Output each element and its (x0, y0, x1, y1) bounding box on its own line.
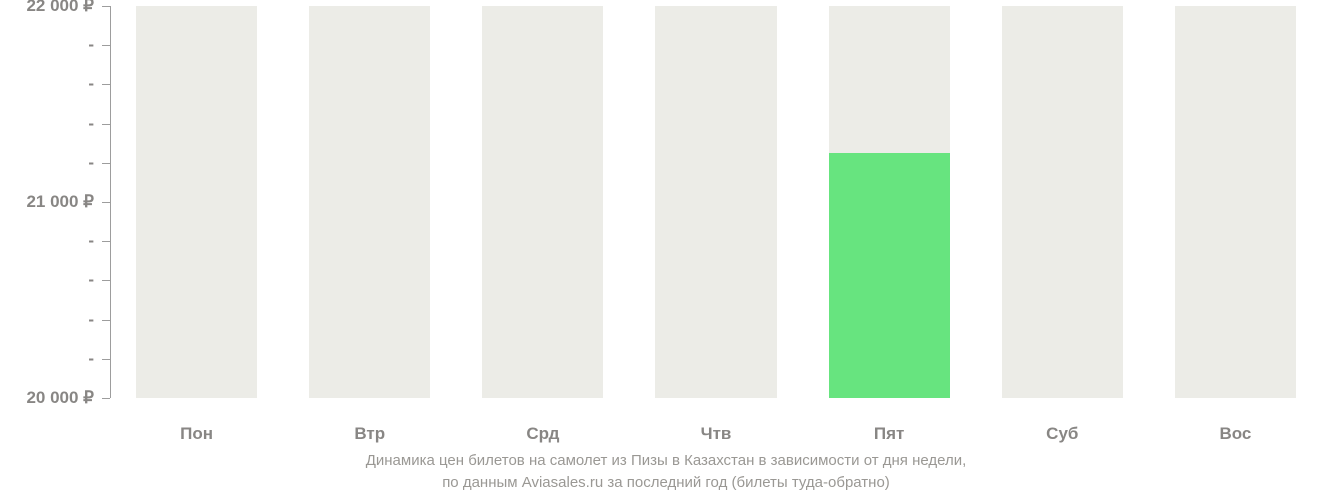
y-minor-tick-mark: - (0, 114, 94, 134)
x-axis-label: Пят (874, 424, 904, 444)
plot-area (110, 6, 1322, 398)
y-minor-tick-mark: - (0, 35, 94, 55)
y-axis-label: 21 000 ₽ (0, 192, 94, 212)
y-minor-tick (102, 241, 110, 242)
y-axis-label: 20 000 ₽ (0, 388, 94, 408)
y-major-tick (102, 202, 110, 203)
y-minor-tick-mark: - (0, 74, 94, 94)
column-background (482, 6, 603, 398)
column-background (655, 6, 776, 398)
x-axis-label: Суб (1046, 424, 1078, 444)
y-minor-tick (102, 124, 110, 125)
x-axis-label: Чтв (701, 424, 732, 444)
y-minor-tick-mark: - (0, 231, 94, 251)
y-major-tick (102, 6, 110, 7)
y-axis-line (110, 6, 111, 398)
column-background (1175, 6, 1296, 398)
y-axis-label: 22 000 ₽ (0, 0, 94, 16)
y-major-tick (102, 398, 110, 399)
column-background (1002, 6, 1123, 398)
y-minor-tick (102, 84, 110, 85)
y-minor-tick-mark: - (0, 153, 94, 173)
x-axis-label: Вос (1219, 424, 1251, 444)
y-minor-tick (102, 320, 110, 321)
y-minor-tick (102, 163, 110, 164)
x-axis-label: Пон (180, 424, 213, 444)
x-axis-label: Срд (526, 424, 559, 444)
column-background (309, 6, 430, 398)
price-by-weekday-chart: 20 000 ₽ 21 000 ₽ 22 000 ₽ - - - - - - - - Пон Втр С… (0, 0, 1332, 502)
y-minor-tick (102, 45, 110, 46)
y-minor-tick-mark: - (0, 349, 94, 369)
price-bar (829, 153, 950, 398)
chart-caption-line2: по данным Aviasales.ru за последний год … (0, 474, 1332, 491)
y-minor-tick (102, 280, 110, 281)
column-background (136, 6, 257, 398)
y-minor-tick (102, 359, 110, 360)
x-axis-label: Втр (354, 424, 385, 444)
y-minor-tick-mark: - (0, 270, 94, 290)
y-minor-tick-mark: - (0, 310, 94, 330)
chart-caption-line1: Динамика цен билетов на самолет из Пизы … (0, 452, 1332, 469)
